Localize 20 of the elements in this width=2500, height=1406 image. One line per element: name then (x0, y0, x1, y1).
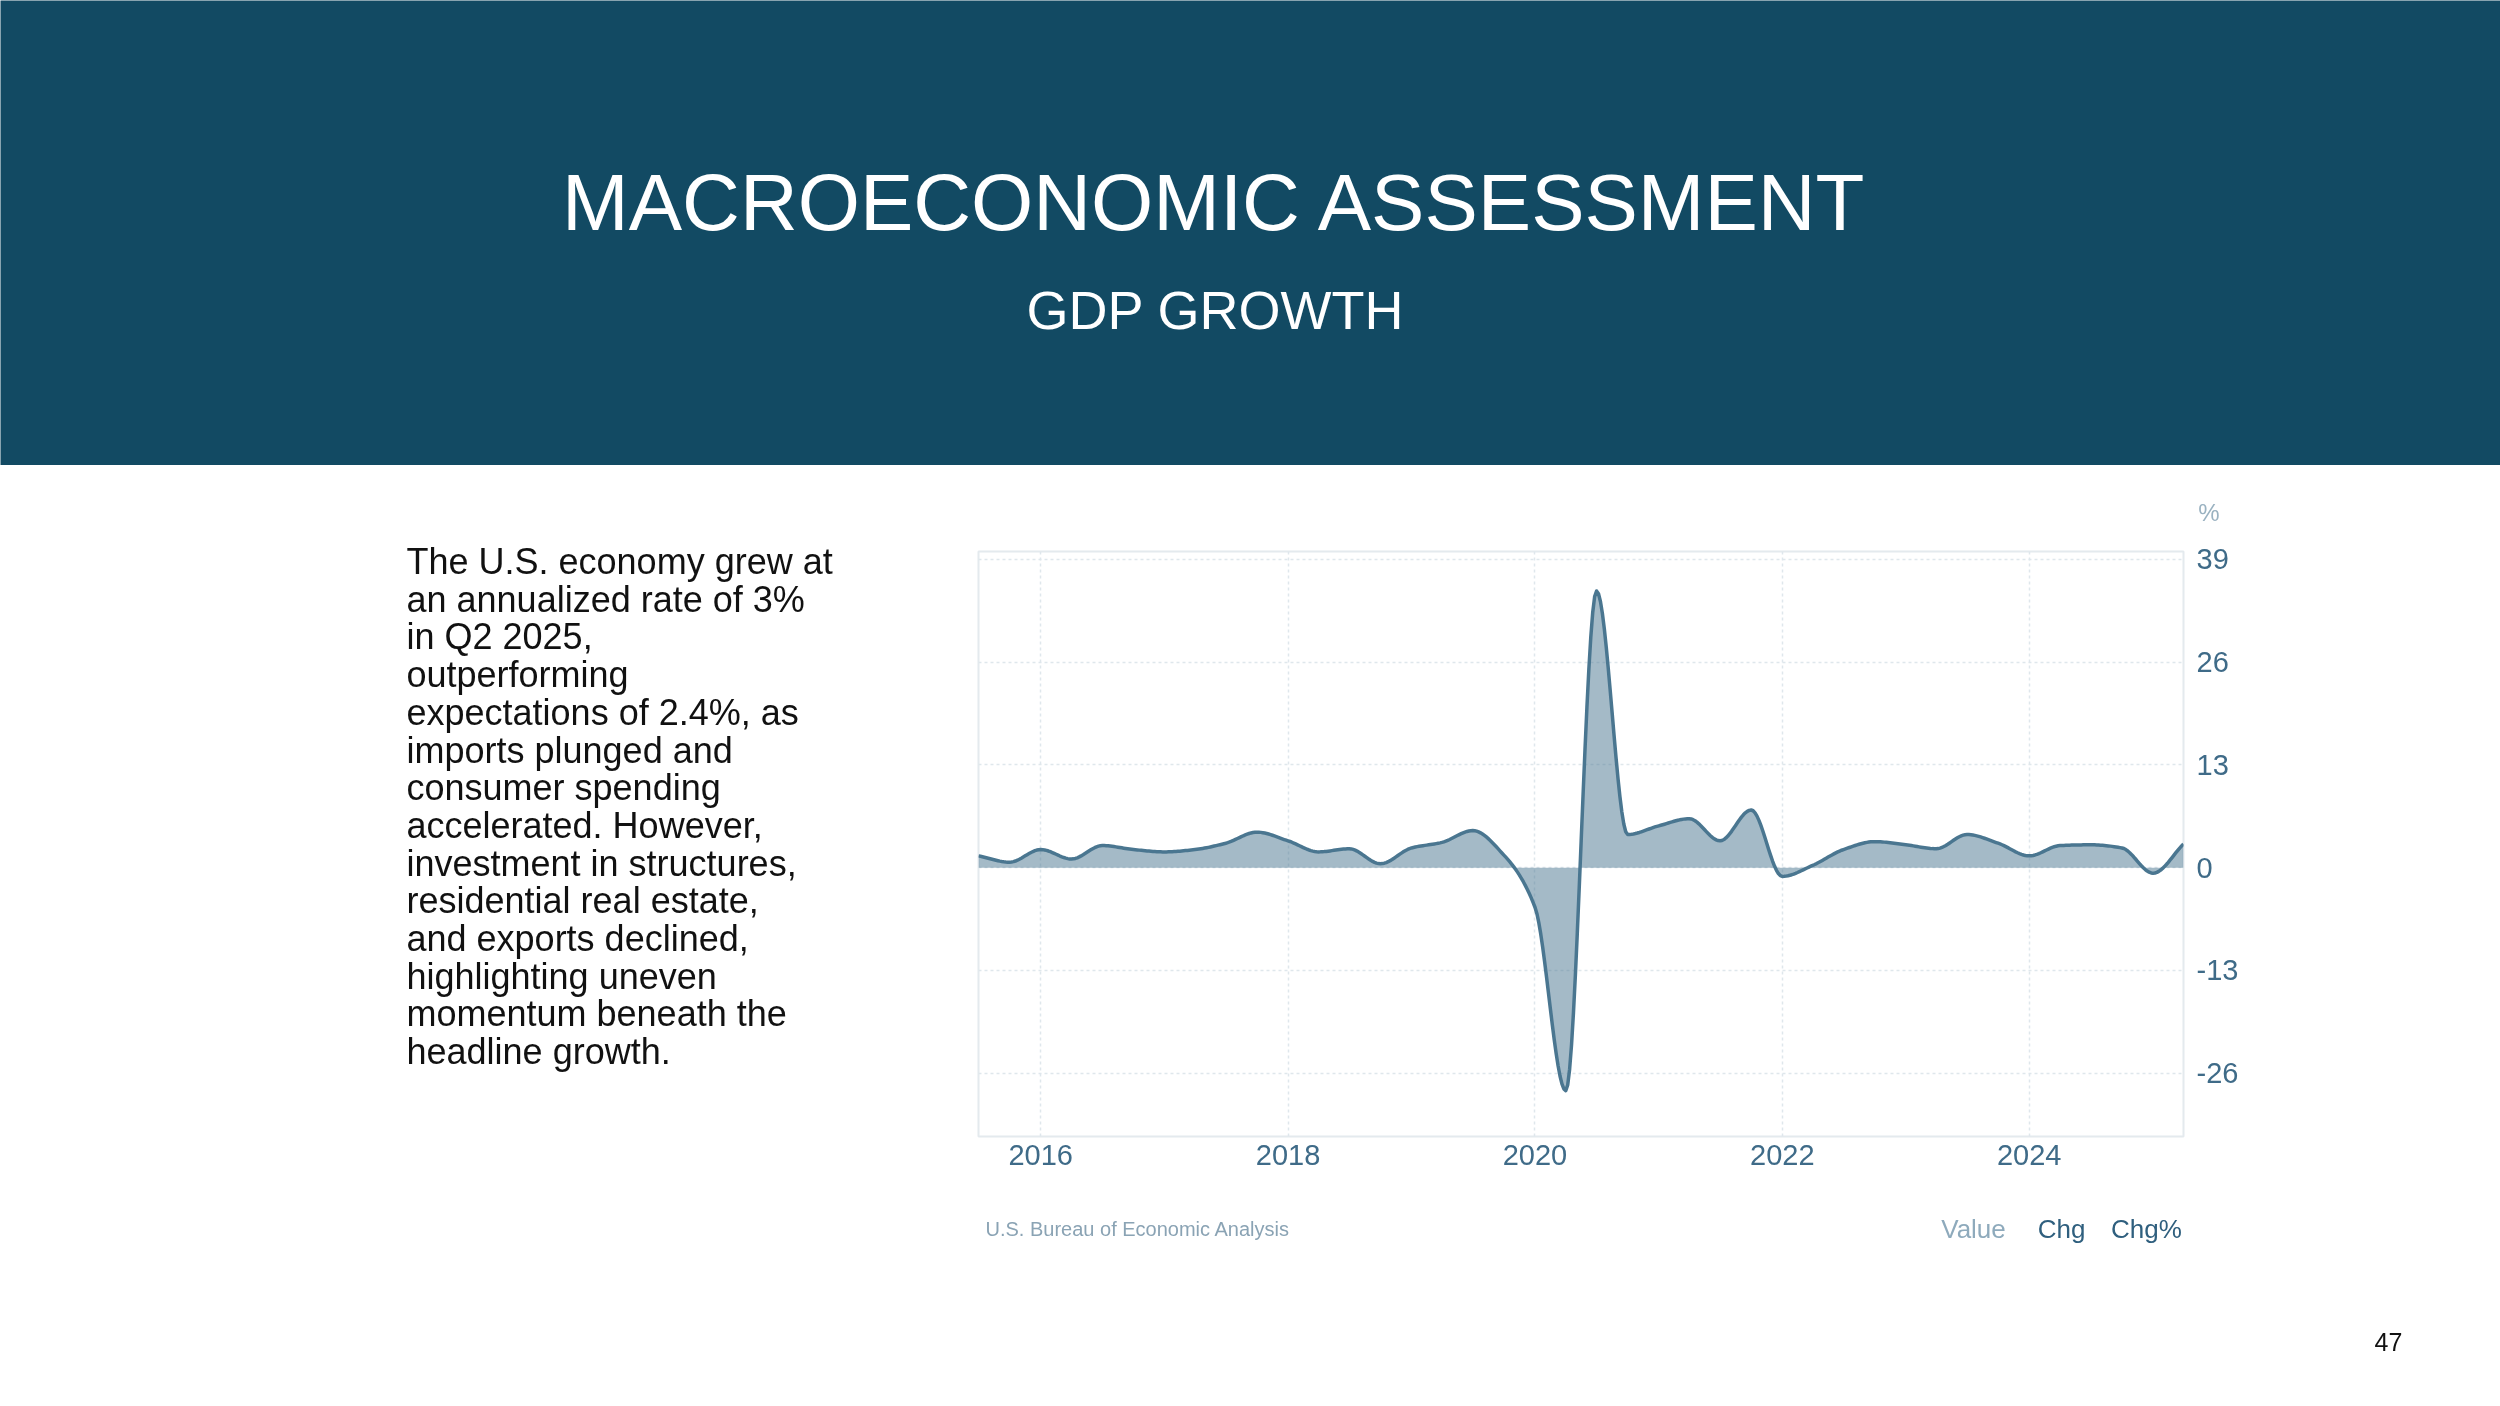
chart-title: MACROECONOMIC ASSESSMENT (562, 158, 1865, 247)
y-tick-label: 39 (2196, 543, 2229, 576)
text: 47 (2374, 1327, 2403, 1356)
y-tick-label: 13 (2196, 748, 2229, 781)
y-tick-label: 26 (2196, 646, 2229, 679)
x-tick-label: 2018 (1255, 1138, 1321, 1171)
y-tick-label: -26 (2196, 1057, 2239, 1090)
text: Chg (2037, 1213, 2086, 1244)
text: The U.S. economy grew at an annualized rate of 3% in Q2 2025, outperforming expectations of 2.4%, as imports plunged and consumer spending accelerated. However, investment in structures, residential real estate, and exports declined, highlighting uneven momentum beneath the headline growth. (406, 541, 833, 1073)
x-tick-label: 2020 (1502, 1138, 1568, 1171)
y-axis-title: % (2198, 498, 2220, 526)
text: Value (1941, 1213, 2006, 1244)
text: U.S. Bureau of Economic Analysis (985, 1217, 1289, 1240)
x-tick-label: 2022 (1750, 1138, 1815, 1171)
text: Chg% (2111, 1213, 2182, 1244)
y-tick-label: 0 (2196, 851, 2213, 884)
x-tick-label: 2024 (1996, 1138, 2062, 1171)
y-tick-label: -13 (2196, 954, 2239, 987)
x-tick-label: 2016 (1008, 1138, 1073, 1171)
chart-subtitle: GDP GROWTH (1026, 279, 1404, 340)
